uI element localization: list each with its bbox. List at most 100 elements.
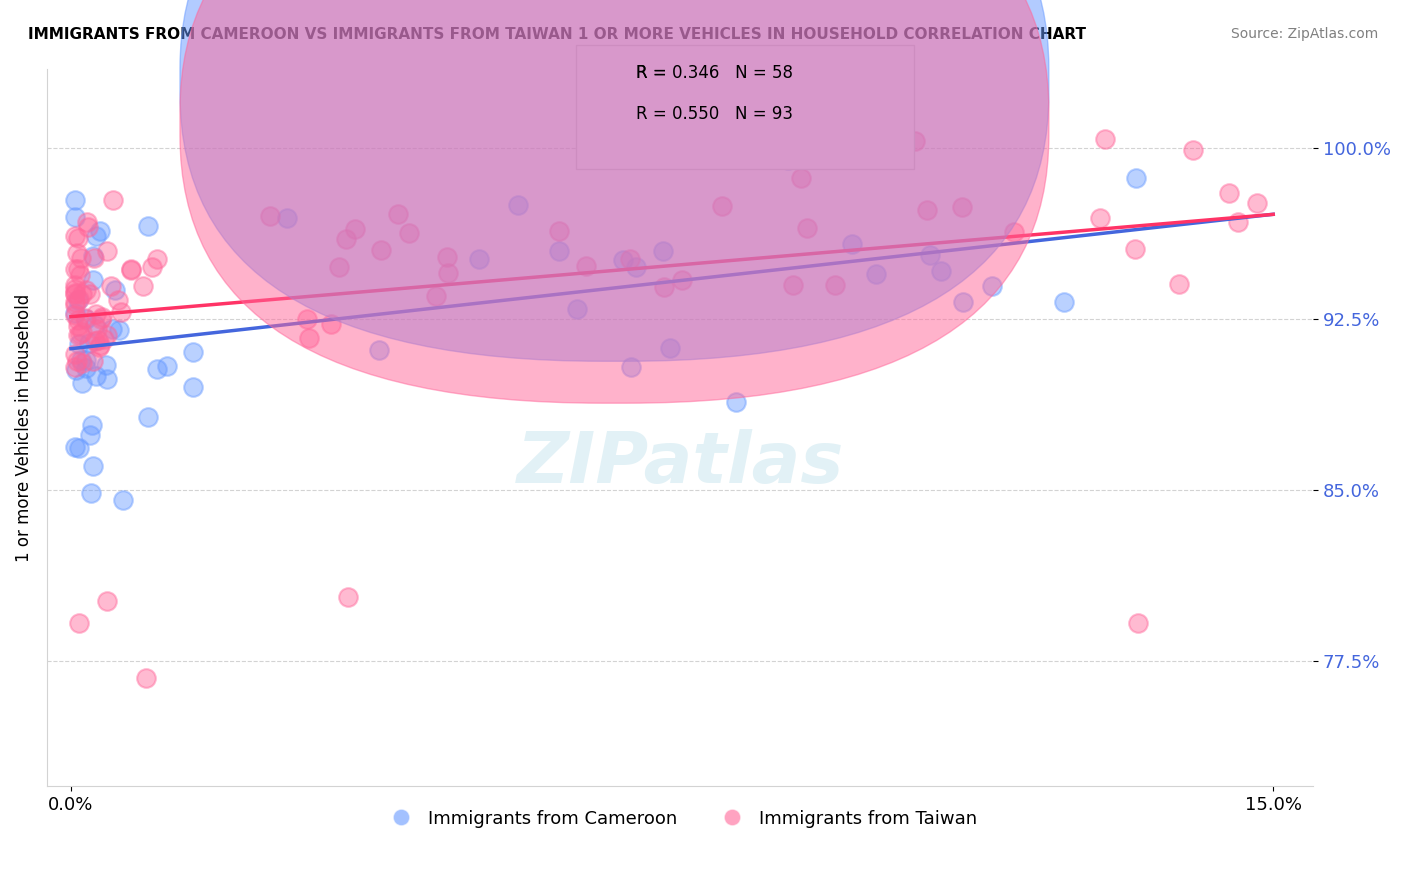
Immigrants from Taiwan [1088, 211, 1111, 225]
Immigrants from Cameroon [136, 409, 159, 424]
Immigrants from Taiwan [1126, 615, 1149, 630]
Immigrants from Cameroon [101, 322, 124, 336]
Immigrants from Taiwan [141, 260, 163, 274]
Immigrants from Taiwan [66, 319, 89, 334]
Immigrants from Cameroon [108, 323, 131, 337]
Immigrants from Taiwan [69, 326, 91, 341]
Immigrants from Taiwan [63, 298, 86, 312]
Immigrants from Taiwan [711, 199, 734, 213]
Immigrants from Taiwan [904, 134, 927, 148]
Immigrants from Taiwan [1226, 215, 1249, 229]
Text: R = 0.550   N = 93: R = 0.550 N = 93 [636, 105, 793, 123]
Immigrants from Cameroon [104, 284, 127, 298]
Immigrants from Taiwan [93, 332, 115, 346]
Immigrants from Taiwan [90, 310, 112, 324]
Text: R = 0.346   N = 58: R = 0.346 N = 58 [636, 64, 793, 82]
Immigrants from Cameroon [65, 363, 87, 377]
Immigrants from Cameroon [181, 344, 204, 359]
Immigrants from Taiwan [110, 305, 132, 319]
Immigrants from Taiwan [671, 273, 693, 287]
Text: IMMIGRANTS FROM CAMEROON VS IMMIGRANTS FROM TAIWAN 1 OR MORE VEHICLES IN HOUSEHO: IMMIGRANTS FROM CAMEROON VS IMMIGRANTS F… [28, 27, 1085, 42]
Immigrants from Cameroon [468, 252, 491, 267]
Immigrants from Taiwan [336, 591, 359, 605]
Immigrants from Taiwan [70, 326, 93, 340]
Immigrants from Taiwan [63, 282, 86, 296]
Immigrants from Taiwan [335, 232, 357, 246]
Immigrants from Taiwan [387, 206, 409, 220]
Immigrants from Taiwan [90, 312, 112, 326]
Immigrants from Cameroon [67, 293, 90, 308]
Immigrants from Cameroon [652, 244, 675, 258]
Immigrants from Taiwan [66, 313, 89, 327]
Immigrants from Cameroon [658, 341, 681, 355]
Immigrants from Taiwan [398, 226, 420, 240]
Immigrants from Taiwan [619, 252, 641, 266]
Immigrants from Cameroon [508, 198, 530, 212]
Immigrants from Taiwan [298, 331, 321, 345]
Immigrants from Cameroon [181, 380, 204, 394]
Immigrants from Cameroon [82, 249, 104, 263]
Immigrants from Cameroon [1125, 171, 1147, 186]
Immigrants from Cameroon [70, 353, 93, 368]
Immigrants from Taiwan [66, 353, 89, 368]
Immigrants from Taiwan [69, 268, 91, 282]
Immigrants from Taiwan [720, 150, 742, 164]
Immigrants from Cameroon [75, 352, 97, 367]
Immigrants from Taiwan [824, 278, 846, 293]
Immigrants from Cameroon [86, 229, 108, 244]
Y-axis label: 1 or more Vehicles in Household: 1 or more Vehicles in Household [15, 293, 32, 562]
Immigrants from Cameroon [565, 302, 588, 317]
Immigrants from Cameroon [612, 252, 634, 267]
Immigrants from Taiwan [96, 244, 118, 258]
Immigrants from Taiwan [77, 219, 100, 234]
Immigrants from Taiwan [344, 222, 367, 236]
Immigrants from Cameroon [929, 264, 952, 278]
Immigrants from Taiwan [96, 594, 118, 608]
Immigrants from Taiwan [63, 228, 86, 243]
Immigrants from Cameroon [145, 361, 167, 376]
Immigrants from Taiwan [63, 359, 86, 374]
Immigrants from Cameroon [82, 458, 104, 473]
Immigrants from Taiwan [131, 278, 153, 293]
Immigrants from Cameroon [865, 267, 887, 281]
Immigrants from Cameroon [156, 359, 179, 374]
Text: ZIPatlas: ZIPatlas [516, 429, 844, 498]
Immigrants from Cameroon [841, 237, 863, 252]
Immigrants from Cameroon [63, 211, 86, 225]
Immigrants from Taiwan [87, 333, 110, 347]
Immigrants from Taiwan [66, 262, 89, 277]
Immigrants from Taiwan [328, 260, 350, 275]
Immigrants from Taiwan [950, 200, 973, 214]
Immigrants from Cameroon [79, 336, 101, 351]
Immigrants from Taiwan [83, 252, 105, 266]
Immigrants from Cameroon [96, 372, 118, 386]
Immigrants from Cameroon [610, 112, 633, 126]
Immigrants from Taiwan [915, 202, 938, 217]
Immigrants from Taiwan [1123, 243, 1146, 257]
Immigrants from Cameroon [83, 318, 105, 332]
Immigrants from Cameroon [67, 337, 90, 351]
Immigrants from Taiwan [790, 171, 813, 186]
Immigrants from Cameroon [80, 417, 103, 432]
Immigrants from Taiwan [575, 259, 598, 273]
Immigrants from Taiwan [63, 287, 86, 301]
Immigrants from Taiwan [63, 346, 86, 360]
Immigrants from Taiwan [436, 250, 458, 264]
Immigrants from Taiwan [87, 340, 110, 354]
Immigrants from Cameroon [80, 486, 103, 500]
Immigrants from Taiwan [295, 311, 318, 326]
Immigrants from Taiwan [782, 277, 804, 292]
Immigrants from Taiwan [72, 287, 94, 301]
Immigrants from Taiwan [1094, 132, 1116, 146]
Immigrants from Cameroon [981, 278, 1004, 293]
Immigrants from Cameroon [70, 376, 93, 390]
Immigrants from Cameroon [89, 224, 111, 238]
Immigrants from Cameroon [63, 306, 86, 320]
Immigrants from Taiwan [89, 338, 111, 352]
Immigrants from Cameroon [112, 493, 135, 508]
Immigrants from Cameroon [724, 395, 747, 409]
Immigrants from Taiwan [796, 221, 818, 235]
Immigrants from Taiwan [96, 328, 118, 343]
Immigrants from Taiwan [135, 671, 157, 685]
Immigrants from Taiwan [84, 307, 107, 321]
